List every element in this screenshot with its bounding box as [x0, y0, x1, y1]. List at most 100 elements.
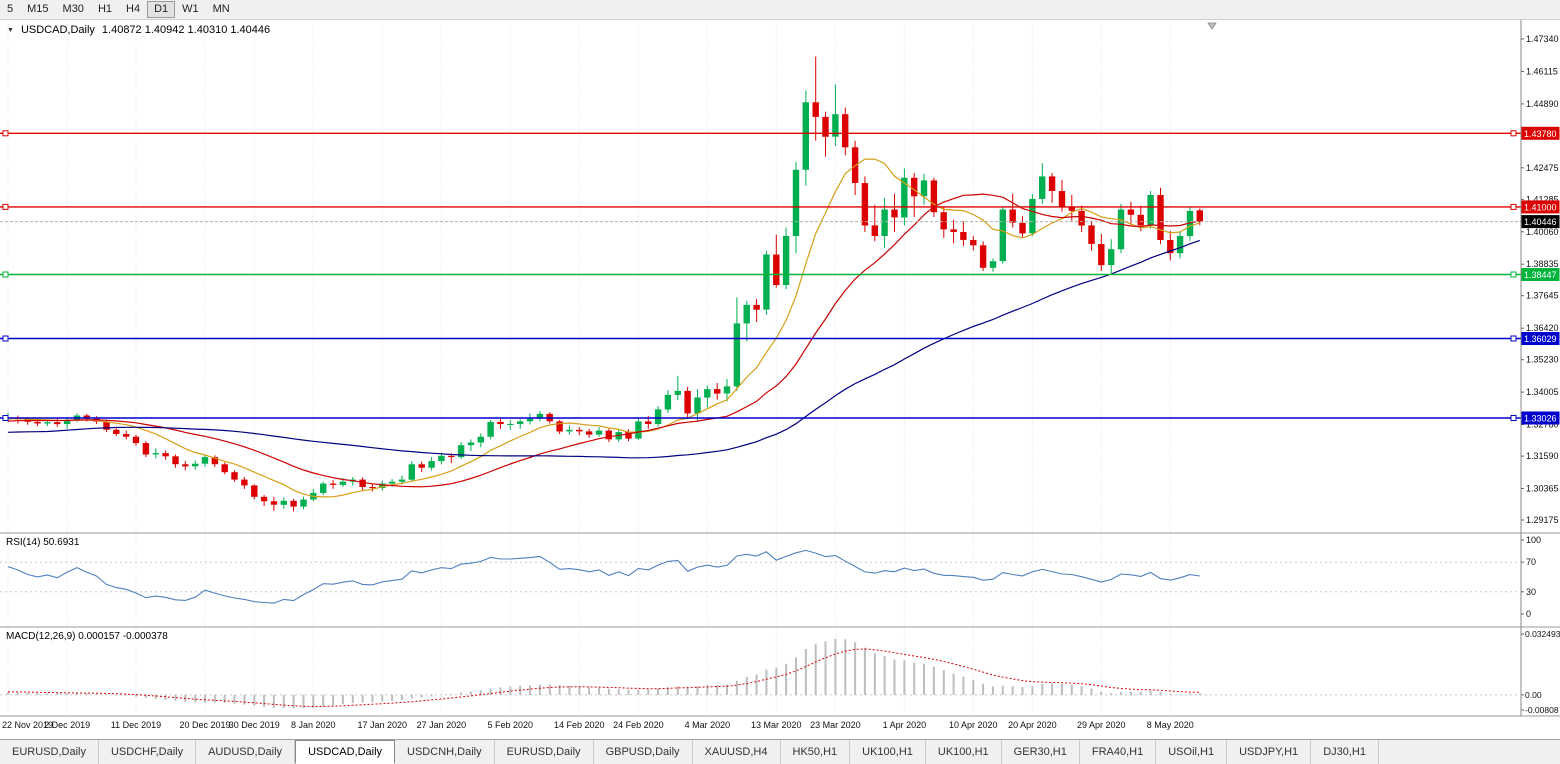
price-badge: [1521, 215, 1560, 229]
horizontal-line-1.36029[interactable]: [0, 335, 1521, 342]
candle-body: [881, 209, 888, 236]
tab-audusd-daily[interactable]: AUDUSD,Daily: [196, 740, 296, 764]
tab-gbpusd-daily[interactable]: GBPUSD,Daily: [594, 740, 693, 764]
line-handle[interactable]: [1510, 271, 1517, 278]
candle-body: [507, 424, 514, 425]
price-tick-label: 1.44890: [1526, 99, 1559, 109]
chart-symbol-title: USDCAD,Daily: [20, 24, 95, 36]
candle-body: [192, 463, 199, 467]
horizontal-line-1.43780[interactable]: [0, 130, 1521, 137]
timeframe-button-h1[interactable]: H1: [97, 3, 112, 15]
candle-body: [270, 501, 278, 505]
slow-ma-line: [7, 239, 1200, 459]
candle-body: [871, 225, 878, 236]
rsi-tick-label: 100: [1526, 535, 1541, 545]
tab-usdcad-daily[interactable]: USDCAD,Daily: [295, 740, 396, 764]
candle-body: [290, 500, 297, 507]
candle-body: [241, 479, 248, 486]
tab-hk50-h1[interactable]: HK50,H1: [781, 740, 851, 764]
collapse-triangle-icon[interactable]: ▼: [7, 26, 14, 34]
line-handle[interactable]: [1510, 203, 1517, 210]
candle-body: [63, 419, 71, 424]
date-label: 24 Feb 2020: [613, 720, 664, 730]
price-badge-label: 1.38447: [1524, 270, 1557, 280]
tab-usdjpy-h1[interactable]: USDJPY,H1: [1227, 740, 1312, 764]
macd-tick-label: -0.00808: [1525, 705, 1559, 715]
line-handle[interactable]: [1510, 415, 1517, 421]
line-handle[interactable]: [2, 271, 9, 278]
timeframe-button-m30[interactable]: M30: [62, 3, 84, 15]
date-label: 10 Apr 2020: [949, 720, 998, 730]
candle-body: [477, 436, 484, 443]
tab-xauusd-h4[interactable]: XAUUSD,H4: [693, 740, 781, 764]
candle-body: [1009, 209, 1016, 223]
tab-usoil-h1[interactable]: USOil,H1: [1156, 740, 1228, 764]
candle-body: [487, 421, 494, 437]
rsi-tick-label: 70: [1526, 557, 1536, 567]
candle-body: [566, 429, 573, 432]
date-label: 11 Dec 2019: [111, 720, 161, 730]
date-label: 13 Mar 2020: [751, 720, 802, 730]
candle-body: [448, 455, 455, 458]
timeframe-button-h4[interactable]: H4: [126, 3, 141, 15]
candle-body: [704, 389, 711, 398]
macd-tick-label: 0.00: [1525, 690, 1542, 700]
price-tick-label: 1.42475: [1526, 163, 1559, 173]
candle-body: [418, 464, 425, 468]
timeframe-button-w1[interactable]: W1: [182, 3, 199, 15]
candle-body: [142, 443, 150, 455]
candle-body: [339, 481, 347, 485]
tab-fra40-h1[interactable]: FRA40,H1: [1080, 740, 1157, 764]
candle-body: [221, 464, 228, 473]
line-handle[interactable]: [2, 130, 9, 137]
tab-uk100-h1[interactable]: UK100,H1: [850, 740, 926, 764]
candle-body: [1068, 206, 1075, 211]
timeframe-button-m15[interactable]: M15: [27, 3, 49, 15]
candle-body: [103, 421, 110, 430]
tab-eurusd-daily-2[interactable]: EURUSD,Daily: [495, 740, 594, 764]
chart-shift-marker-icon[interactable]: [1207, 22, 1217, 30]
line-handle[interactable]: [1510, 335, 1517, 342]
candle-body: [930, 180, 938, 213]
price-badge: [1521, 411, 1560, 425]
candle-body: [950, 229, 957, 232]
timeframe-button-d1[interactable]: D1: [147, 1, 176, 18]
horizontal-line-1.33026[interactable]: [0, 415, 1521, 421]
candle-body: [132, 436, 140, 444]
tab-dj30-h1[interactable]: DJ30,H1: [1311, 740, 1379, 764]
candle-body: [428, 461, 435, 468]
candle-body: [113, 429, 120, 434]
shift-marker-layer: [1207, 22, 1217, 30]
candle-body: [940, 212, 947, 230]
timeframe-button-m5[interactable]: 5: [7, 3, 14, 15]
chart-title: ▼ USDCAD,Daily 1.40872 1.40942 1.40310 1…: [7, 24, 270, 36]
chart-canvas[interactable]: 1.473401.461151.448901.436651.424751.412…: [0, 20, 1560, 739]
tab-usdcnh-daily[interactable]: USDCNH,Daily: [395, 740, 495, 764]
tab-usdchf-daily[interactable]: USDCHF,Daily: [99, 740, 197, 764]
candle-body: [901, 177, 908, 218]
price-tick-label: 1.40060: [1526, 227, 1559, 237]
candle-body: [714, 389, 721, 394]
candle-body: [920, 180, 928, 197]
tab-ger30-h1[interactable]: GER30,H1: [1002, 740, 1080, 764]
tab-eurusd-daily[interactable]: EURUSD,Daily: [0, 740, 99, 764]
timeframe-toolbar: 5 M15 M30 H1 H4 D1 W1 MN: [0, 0, 1560, 20]
tab-uk100-h1-2[interactable]: UK100,H1: [926, 740, 1002, 764]
candle-body: [526, 418, 534, 422]
line-handle[interactable]: [2, 335, 9, 342]
timeframe-button-mn[interactable]: MN: [212, 3, 230, 15]
line-handle[interactable]: [1510, 130, 1517, 137]
horizontal-line-1.41000[interactable]: [0, 203, 1521, 210]
candle-body: [536, 413, 544, 419]
horizontal-line-1.38447[interactable]: [0, 271, 1521, 278]
candle-body: [842, 114, 849, 148]
price-badge-label: 1.41000: [1524, 202, 1557, 212]
candle-body: [664, 394, 672, 410]
line-handle[interactable]: [2, 203, 9, 210]
candle-body: [753, 304, 760, 310]
price-badge-label: 1.43780: [1524, 129, 1557, 139]
rsi-line: [7, 549, 1200, 604]
line-handle[interactable]: [2, 415, 9, 421]
candle-body: [211, 457, 219, 465]
candle-body: [556, 421, 563, 432]
